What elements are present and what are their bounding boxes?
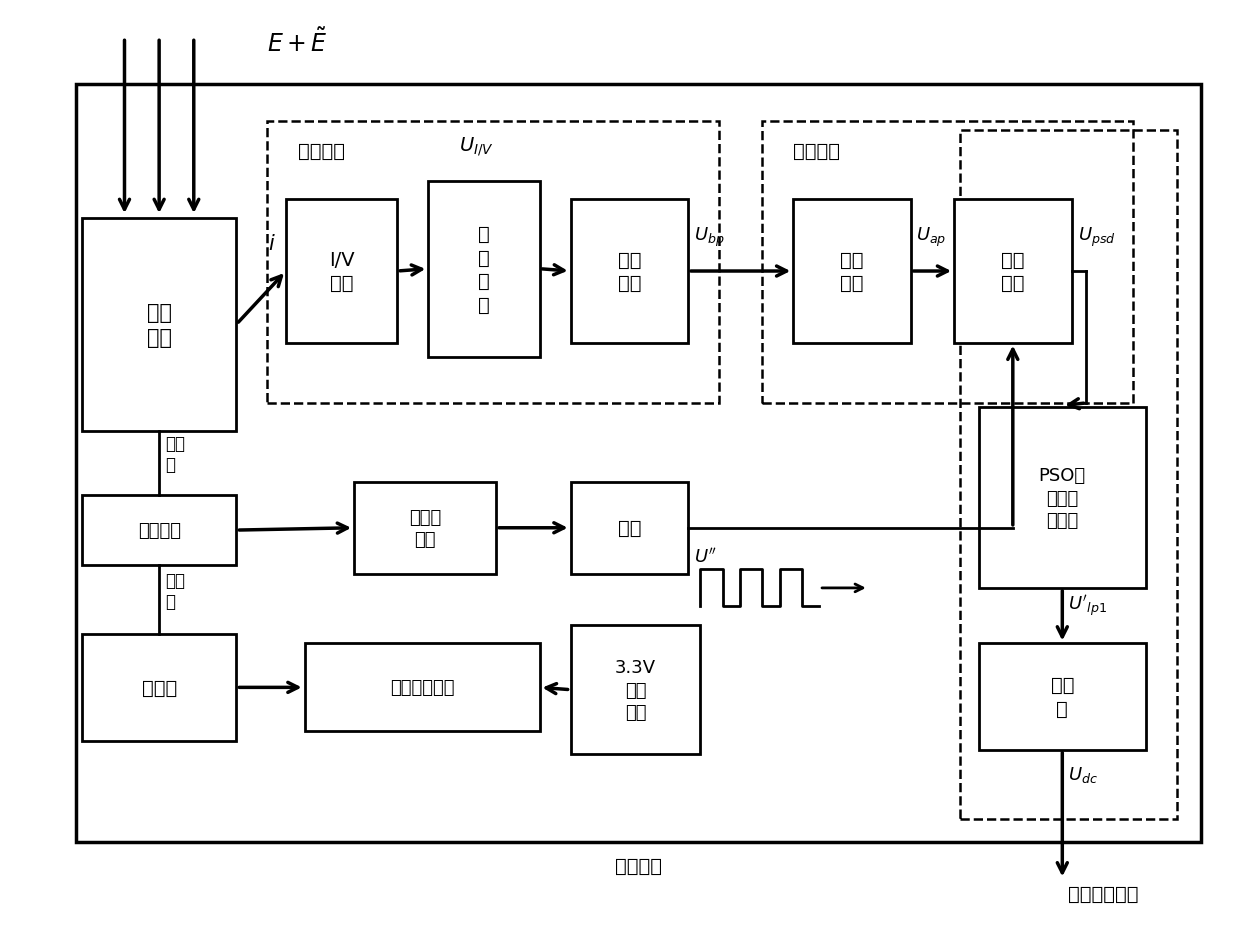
Text: 移相
电路: 移相 电路 [841,250,864,293]
Text: 相敏检波: 相敏检波 [794,142,841,161]
Bar [286,200,397,343]
Text: 光电码盘: 光电码盘 [138,522,181,540]
Bar [978,643,1146,750]
Text: 电机
轴: 电机 轴 [165,435,185,474]
Bar [570,482,688,575]
Text: 电机
轴: 电机 轴 [165,571,185,610]
Text: 光电开
关管: 光电开 关管 [409,508,441,548]
Bar [353,482,496,575]
Bar [570,625,701,755]
Text: 电动机: 电动机 [141,679,177,697]
Bar [82,219,237,431]
Text: 信号调理: 信号调理 [299,142,345,161]
Bar [82,496,237,565]
Text: $U_{bp}$: $U_{bp}$ [694,225,725,248]
Text: 直流电场输出: 直流电场输出 [1069,883,1140,903]
Bar [978,408,1146,589]
Bar [428,182,539,357]
Bar [954,200,1071,343]
Text: $U_{dc}$: $U_{dc}$ [1069,764,1099,784]
Text: $U_{ap}$: $U_{ap}$ [915,225,946,248]
Bar [794,200,910,343]
Text: $i$: $i$ [268,234,277,253]
Text: $E + \tilde{E}$: $E + \tilde{E}$ [268,29,329,57]
Text: 输出
级: 输出 级 [1050,676,1074,718]
Text: $U_{I/V}$: $U_{I/V}$ [459,135,495,159]
Text: 带通
滤波: 带通 滤波 [618,250,641,293]
Text: 前
置
放
大: 前 置 放 大 [479,224,490,314]
Text: $U''$: $U''$ [694,547,718,565]
Text: $U'_{lp1}$: $U'_{lp1}$ [1069,593,1107,618]
Text: I/V
变换: I/V 变换 [329,250,355,293]
Bar [960,131,1177,819]
Text: 3.3V
供电
系统: 3.3V 供电 系统 [615,659,656,721]
Text: 电机控制电路: 电机控制电路 [389,679,454,696]
Text: 金属外壳: 金属外壳 [615,857,662,875]
Bar [305,643,539,731]
Bar [268,121,719,403]
Text: $U_{psd}$: $U_{psd}$ [1078,225,1116,248]
Bar [82,634,237,741]
Bar [76,84,1202,843]
Bar [763,121,1133,403]
Text: PSO多
频陷波
滤波器: PSO多 频陷波 滤波器 [1039,467,1086,529]
Text: 整形: 整形 [618,519,641,538]
Bar [570,200,688,343]
Text: 敏感
结构: 敏感 结构 [146,302,171,348]
Text: 相敏
检波: 相敏 检波 [1001,250,1024,293]
